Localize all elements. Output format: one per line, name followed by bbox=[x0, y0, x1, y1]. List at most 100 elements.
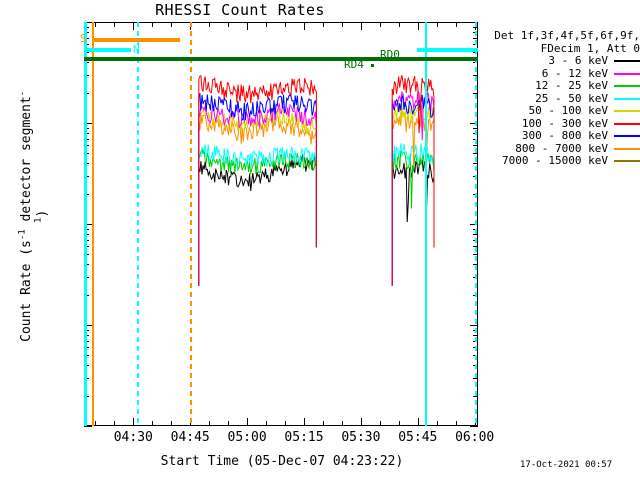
legend-color-swatch bbox=[614, 135, 640, 138]
axis-tick bbox=[114, 22, 116, 27]
plot-frame bbox=[84, 22, 478, 426]
axis-tick bbox=[304, 418, 305, 426]
x-tick-label: 06:00 bbox=[455, 430, 495, 445]
legend-entry-label: 800 - 7000 keV bbox=[515, 141, 608, 155]
legend-entry-label: 12 - 25 keV bbox=[535, 79, 608, 92]
south-pass-bar bbox=[92, 38, 180, 42]
plot-area bbox=[85, 23, 477, 425]
axis-tick bbox=[133, 22, 135, 30]
legend-color-swatch bbox=[614, 160, 640, 163]
data-series-line bbox=[198, 153, 317, 191]
vertical-marker-line bbox=[190, 22, 193, 426]
legend-color-swatch bbox=[614, 85, 640, 88]
x-tick-label: 04:45 bbox=[170, 430, 210, 445]
axis-tick bbox=[152, 22, 154, 27]
legend-entry: 12 - 25 keV bbox=[484, 79, 640, 93]
axis-tick bbox=[84, 224, 92, 225]
legend-entry-label: 3 - 6 keV bbox=[548, 54, 608, 67]
x-axis-label: Start Time (05-Dec-07 04:23:22) bbox=[160, 454, 404, 469]
axis-tick bbox=[455, 421, 457, 426]
legend-color-swatch bbox=[614, 122, 640, 125]
legend-entry: 3 - 6 keV bbox=[484, 54, 640, 68]
axis-tick bbox=[455, 22, 457, 27]
rd4-label: RD4 bbox=[344, 58, 364, 71]
axis-tick bbox=[341, 421, 343, 426]
legend-entry: 300 - 800 keV bbox=[484, 129, 640, 143]
legend-entry: 25 - 50 keV bbox=[484, 91, 640, 106]
axis-tick bbox=[470, 224, 478, 225]
axis-tick bbox=[360, 418, 362, 426]
axis-tick bbox=[360, 22, 362, 30]
axis-tick bbox=[247, 22, 249, 30]
north-pass-bar-2 bbox=[417, 48, 478, 52]
axis-tick bbox=[417, 22, 419, 30]
legend-header-line-1: Det 1f,3f,4f,5f,6f,9f, bbox=[494, 29, 640, 42]
legend-color-swatch bbox=[614, 60, 640, 63]
axis-tick bbox=[84, 22, 92, 23]
vertical-marker-line bbox=[425, 22, 428, 426]
x-tick-label: 05:45 bbox=[398, 430, 438, 445]
legend-entry-label: 6 - 12 keV bbox=[541, 66, 608, 80]
axis-tick bbox=[379, 22, 381, 27]
axis-tick bbox=[285, 22, 287, 27]
data-series-line bbox=[198, 144, 317, 168]
south-pass-label: S bbox=[80, 32, 87, 45]
data-series-line bbox=[198, 75, 317, 104]
legend-color-swatch bbox=[614, 147, 640, 150]
plot-canvas bbox=[198, 75, 435, 286]
axis-tick bbox=[341, 22, 343, 27]
legend-entry-label: 100 - 300 keV bbox=[521, 116, 608, 130]
axis-tick bbox=[470, 123, 478, 124]
axis-tick bbox=[228, 421, 230, 426]
axis-tick bbox=[470, 426, 478, 427]
axis-tick bbox=[379, 421, 381, 426]
axis-tick bbox=[470, 22, 478, 23]
legend-entries: 3 - 6 keV 6 - 12 keV 12 - 25 keV 25 - 50 ke… bbox=[484, 54, 640, 168]
rd0-label: RD0 bbox=[380, 48, 400, 61]
axis-tick bbox=[417, 418, 419, 426]
axis-tick bbox=[209, 421, 211, 426]
vertical-marker-line bbox=[474, 22, 477, 426]
axis-tick bbox=[322, 421, 324, 426]
data-series-line bbox=[198, 93, 317, 121]
legend: Det 1f,3f,4f,5f,6f,9f, FDecim 1, Att 0 3… bbox=[484, 29, 640, 168]
page-title: RHESSI Count Rates bbox=[155, 1, 325, 19]
axis-tick bbox=[171, 22, 173, 27]
axis-tick bbox=[470, 325, 478, 326]
x-tick-label: 05:30 bbox=[341, 430, 381, 445]
axis-tick bbox=[95, 22, 97, 27]
x-tick-label: 04:30 bbox=[113, 430, 153, 445]
axis-tick bbox=[322, 22, 324, 27]
axis-tick bbox=[285, 421, 287, 426]
vertical-marker-line bbox=[92, 22, 94, 426]
legend-entry: 6 - 12 keV bbox=[484, 66, 640, 81]
legend-color-swatch bbox=[614, 97, 640, 100]
legend-entry: 100 - 300 keV bbox=[484, 116, 640, 131]
axis-tick bbox=[84, 123, 92, 124]
legend-color-swatch bbox=[614, 110, 640, 113]
axis-tick bbox=[133, 418, 135, 426]
axis-tick bbox=[247, 418, 249, 426]
data-series-line bbox=[198, 103, 317, 130]
axis-tick bbox=[84, 426, 92, 427]
axis-tick bbox=[398, 22, 400, 27]
legend-entry-label: 25 - 50 keV bbox=[535, 91, 608, 105]
legend-entry: 50 - 100 keV bbox=[484, 104, 640, 118]
legend-entry: 7000 - 15000 keV bbox=[484, 154, 640, 168]
north-pass-bar bbox=[84, 48, 131, 52]
y-axis-label: Count Rate (s-1 detector segment-1) bbox=[17, 90, 51, 342]
axis-tick bbox=[114, 421, 116, 426]
x-tick-label: 05:15 bbox=[284, 430, 324, 445]
legend-entry-label: 7000 - 15000 keV bbox=[502, 154, 608, 167]
legend-entry: 800 - 7000 keV bbox=[484, 141, 640, 156]
legend-entry-label: 50 - 100 keV bbox=[528, 104, 608, 117]
axis-tick bbox=[152, 421, 154, 426]
axis-tick bbox=[304, 22, 305, 30]
axis-tick bbox=[84, 325, 92, 326]
axis-tick bbox=[266, 421, 268, 426]
x-tick-label: 05:00 bbox=[227, 430, 267, 445]
legend-header-line-2: FDecim 1, Att 0 bbox=[540, 41, 640, 55]
legend-color-swatch bbox=[614, 72, 640, 75]
decimation-level-line bbox=[84, 57, 478, 61]
